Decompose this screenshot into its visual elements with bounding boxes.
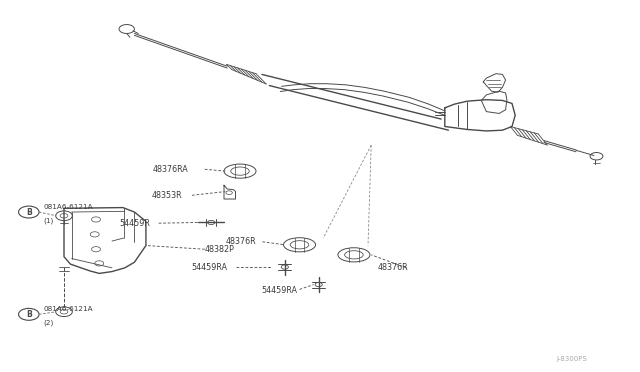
- Text: B: B: [26, 310, 31, 319]
- Text: 48353R: 48353R: [152, 191, 182, 200]
- Text: 48376R: 48376R: [378, 263, 408, 272]
- Text: 48376R: 48376R: [225, 237, 256, 246]
- Text: 54459RA: 54459RA: [191, 263, 227, 272]
- Text: 48382P: 48382P: [205, 245, 235, 254]
- Text: 48376RA: 48376RA: [153, 165, 189, 174]
- Text: J-8300PS: J-8300PS: [557, 356, 588, 362]
- Text: B: B: [26, 208, 31, 217]
- Text: 081A6-6121A: 081A6-6121A: [44, 204, 93, 210]
- Text: (2): (2): [44, 320, 54, 326]
- Text: 081A6-6121A: 081A6-6121A: [44, 307, 93, 312]
- Text: (1): (1): [44, 218, 54, 224]
- Text: 54459RA: 54459RA: [262, 286, 298, 295]
- Text: 54459R: 54459R: [120, 219, 150, 228]
